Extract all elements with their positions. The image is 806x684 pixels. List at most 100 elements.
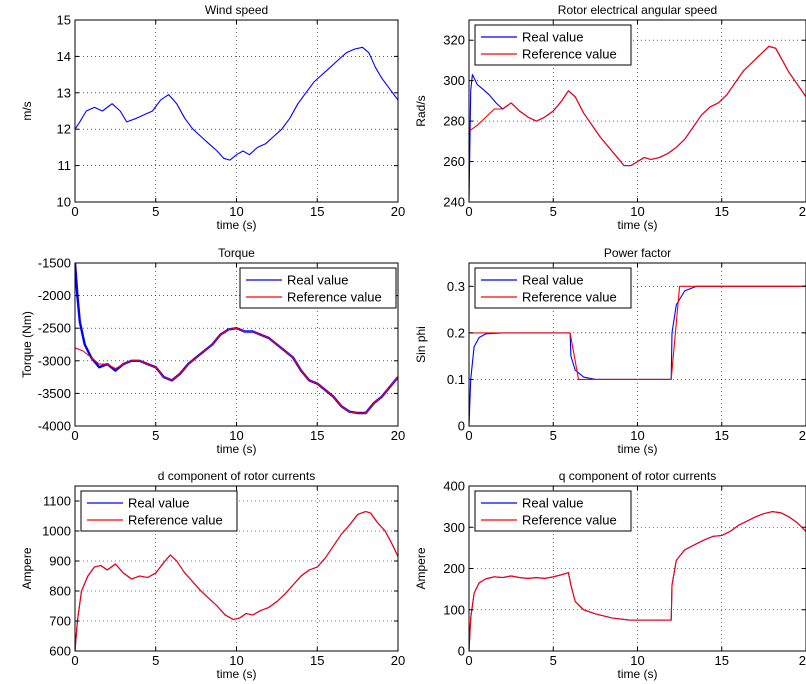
x-tick-label: 5 bbox=[550, 428, 557, 443]
x-tick-label: 5 bbox=[550, 204, 557, 219]
legend-label: Reference value bbox=[522, 513, 617, 528]
legend: Real value Reference value bbox=[474, 267, 632, 309]
legend-label: Reference value bbox=[287, 290, 382, 305]
x-tick-label: 20 bbox=[391, 428, 405, 443]
y-tick-label: -2000 bbox=[38, 288, 71, 303]
legend-label: Reference value bbox=[522, 290, 617, 305]
legend-box bbox=[474, 267, 632, 309]
x-tick-label: 10 bbox=[229, 653, 243, 668]
x-tick-label: 15 bbox=[310, 204, 324, 219]
y-axis-label: Rad/s bbox=[414, 95, 428, 126]
y-axis-label: Sin phi bbox=[414, 326, 428, 363]
y-tick-label: 11 bbox=[58, 158, 72, 173]
y-tick-label: 0 bbox=[458, 644, 465, 659]
y-axis-label: Torque (Nm) bbox=[20, 311, 34, 378]
y-tick-label: 600 bbox=[49, 644, 71, 659]
y-tick-label: 12 bbox=[57, 122, 71, 137]
y-tick-label: 0.1 bbox=[447, 372, 465, 387]
series-line-reference-value bbox=[469, 511, 806, 651]
y-tick-label: -2500 bbox=[38, 321, 71, 336]
legend-box bbox=[80, 490, 238, 532]
x-tick-label: 20 bbox=[799, 204, 806, 219]
y-tick-label: 260 bbox=[443, 154, 465, 169]
y-tick-label: -3000 bbox=[38, 353, 71, 368]
x-tick-label: 0 bbox=[71, 428, 78, 443]
y-tick-label: 900 bbox=[49, 554, 71, 569]
x-axis-label: time (s) bbox=[618, 667, 658, 681]
y-tick-label: 0 bbox=[458, 419, 465, 434]
y-axis-label: Ampere bbox=[20, 547, 34, 589]
y-axis-label: m/s bbox=[20, 101, 34, 120]
x-tick-label: 20 bbox=[391, 653, 405, 668]
y-tick-label: 200 bbox=[443, 561, 465, 576]
y-axis-label: Ampere bbox=[414, 547, 428, 589]
y-tick-label: 800 bbox=[49, 584, 71, 599]
x-tick-label: 0 bbox=[71, 204, 78, 219]
legend-box bbox=[239, 267, 397, 309]
series-line-reference-value bbox=[75, 510, 398, 651]
y-tick-label: -3500 bbox=[38, 386, 71, 401]
x-axis-label: time (s) bbox=[217, 218, 257, 232]
x-tick-label: 15 bbox=[310, 428, 324, 443]
series-line-reference-value bbox=[469, 45, 806, 167]
y-tick-label: 15 bbox=[57, 13, 71, 28]
y-tick-label: 1000 bbox=[42, 524, 71, 539]
y-tick-label: 100 bbox=[443, 602, 465, 617]
plot-area bbox=[75, 20, 398, 202]
x-tick-label: 15 bbox=[715, 204, 729, 219]
y-tick-label: 1100 bbox=[43, 494, 71, 509]
chart-title: q component of rotor currents bbox=[559, 469, 716, 483]
chart-title: Rotor electrical angular speed bbox=[558, 3, 717, 17]
x-tick-label: 0 bbox=[465, 653, 472, 668]
x-tick-label: 15 bbox=[715, 653, 729, 668]
x-tick-label: 15 bbox=[310, 653, 324, 668]
x-tick-label: 10 bbox=[229, 204, 243, 219]
y-tick-label: 0.2 bbox=[447, 325, 465, 340]
y-tick-label: 0.3 bbox=[447, 279, 465, 294]
y-tick-label: 300 bbox=[443, 520, 465, 535]
y-tick-label: 14 bbox=[57, 49, 71, 64]
x-tick-label: 5 bbox=[550, 653, 557, 668]
y-tick-label: 700 bbox=[49, 614, 71, 629]
x-tick-label: 0 bbox=[71, 653, 78, 668]
chart-power-factor: 0 5 10 15 20 0 0.1 0.2 0.3 Power factor time (s) Si… bbox=[414, 246, 806, 456]
y-tick-label: 300 bbox=[443, 73, 465, 88]
chart-rotor-speed: 0 5 10 15 20 240 260 280 300 320 Rotor electrical … bbox=[414, 3, 806, 232]
x-tick-label: 10 bbox=[630, 653, 644, 668]
legend-label: Real value bbox=[522, 273, 583, 288]
legend-label: Reference value bbox=[522, 47, 617, 62]
x-axis-label: time (s) bbox=[618, 442, 658, 456]
x-tick-label: 20 bbox=[799, 428, 806, 443]
y-tick-label: -1500 bbox=[38, 256, 71, 271]
x-tick-label: 5 bbox=[152, 204, 159, 219]
y-tick-label: 13 bbox=[57, 85, 71, 100]
y-tick-label: -4000 bbox=[38, 419, 71, 434]
legend-label: Real value bbox=[522, 496, 583, 511]
legend: Real value Reference value bbox=[80, 490, 238, 532]
chart-q-current: 051015200100200300400q component of roto… bbox=[414, 469, 806, 681]
legend-label: Reference value bbox=[128, 513, 223, 528]
legend: Real value Reference value bbox=[474, 490, 632, 532]
legend: Real value Reference value bbox=[474, 24, 632, 66]
series-line-data bbox=[75, 46, 398, 161]
chart-title: Torque bbox=[218, 246, 255, 260]
y-tick-label: 320 bbox=[443, 33, 465, 48]
x-axis-label: time (s) bbox=[217, 442, 257, 456]
series-line-real-value bbox=[469, 285, 806, 426]
y-tick-label: 400 bbox=[443, 479, 465, 494]
series-line-reference-value bbox=[469, 285, 806, 380]
legend-box bbox=[474, 24, 632, 66]
x-tick-label: 0 bbox=[465, 204, 472, 219]
x-tick-label: 15 bbox=[715, 428, 729, 443]
chart-title: Power factor bbox=[604, 246, 671, 260]
legend-box bbox=[474, 490, 632, 532]
x-tick-label: 10 bbox=[229, 428, 243, 443]
y-tick-label: 240 bbox=[443, 195, 465, 210]
legend-label: Real value bbox=[287, 273, 348, 288]
x-tick-label: 20 bbox=[799, 653, 806, 668]
legend-label: Real value bbox=[128, 496, 189, 511]
legend: Real value Reference value bbox=[239, 267, 397, 309]
y-tick-label: 280 bbox=[443, 114, 465, 129]
x-tick-label: 10 bbox=[630, 204, 644, 219]
